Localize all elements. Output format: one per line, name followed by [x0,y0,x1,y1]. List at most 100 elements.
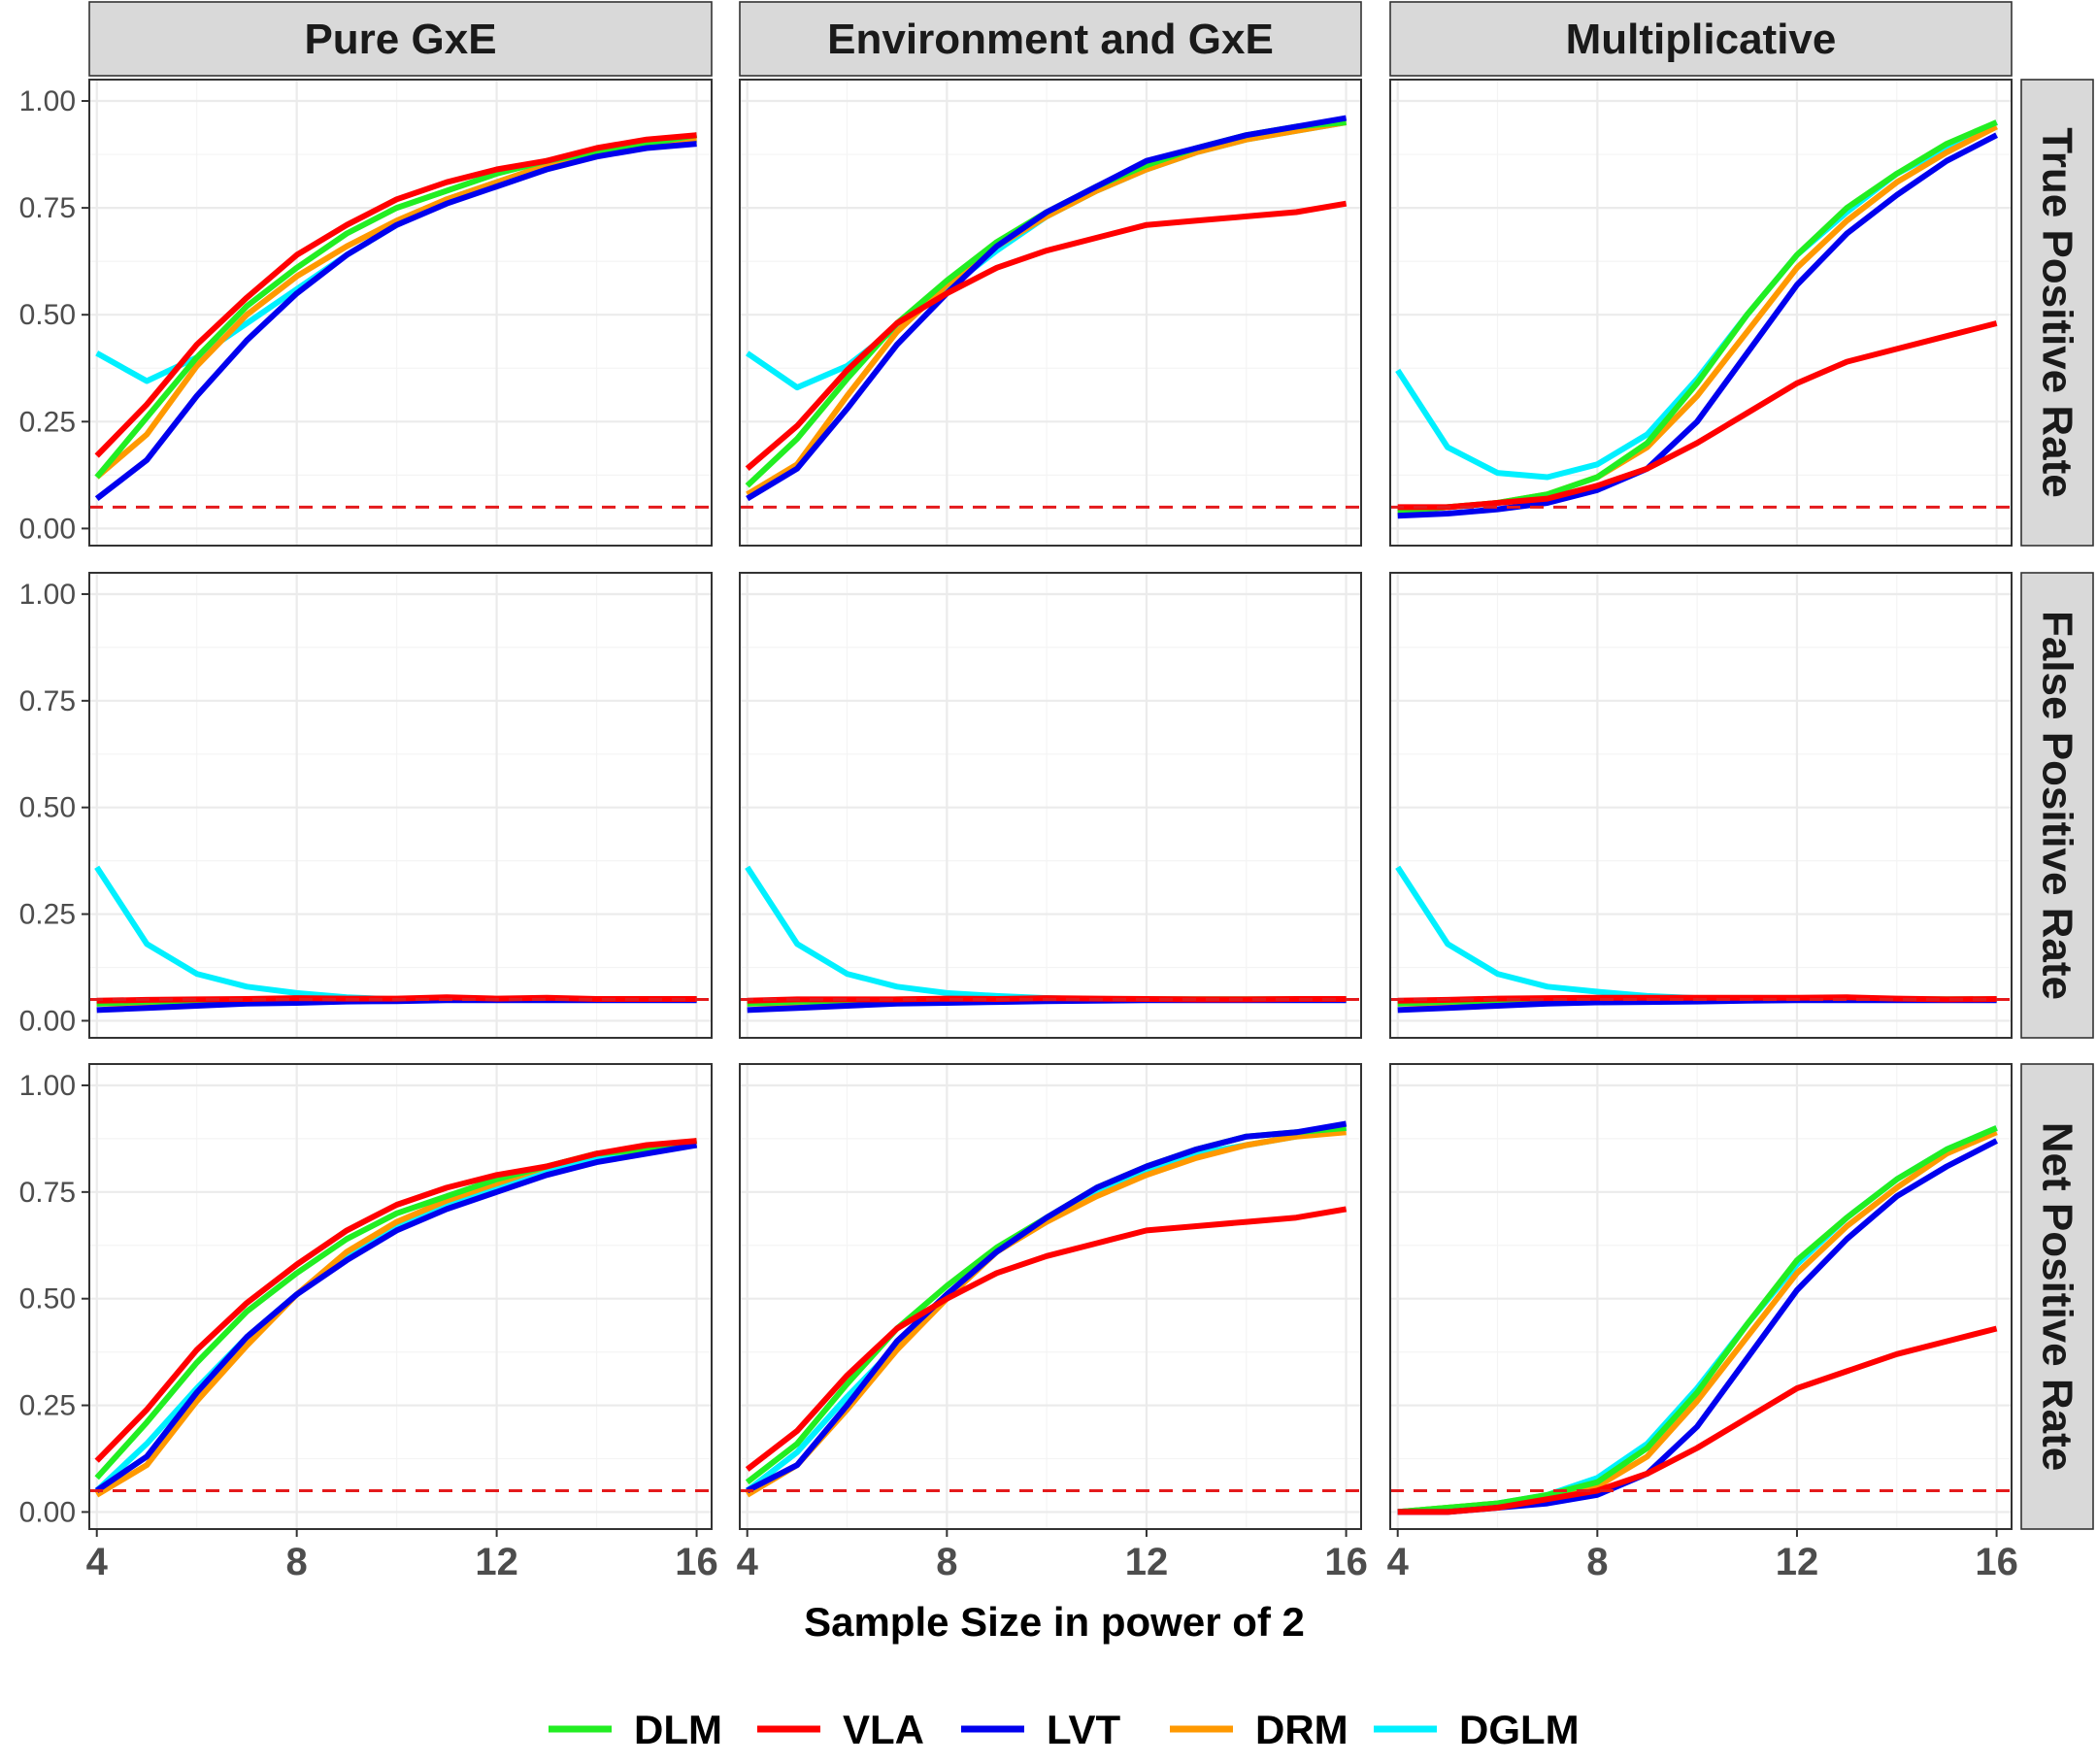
x-tick-label: 12 [475,1541,518,1583]
panel-border [88,1063,713,1530]
column-strip-bg [88,1,713,77]
panel-border [739,79,1362,547]
y-tick-label: 0.25 [19,899,76,931]
y-tick-label: 0.75 [19,1177,76,1209]
legend-label: DLM [634,1707,722,1752]
series-line-vla [94,1138,697,1463]
series-line-vla [1397,994,1997,1004]
row-strip-bg [2020,572,2094,1039]
panel-background [740,573,1361,1038]
x-tick-label: 4 [1387,1541,1410,1583]
panel-background [89,573,712,1038]
column-strip-bg [1389,1,2013,77]
y-tick-label: 1.00 [19,85,76,117]
row-strip-label: Net Positive Rate [2034,1122,2081,1471]
panel-border [1389,1063,2013,1530]
series-line-vla [745,200,1348,471]
legend-label: VLA [843,1707,924,1752]
series-line-lvt [94,141,697,501]
y-tick-label: 1.00 [19,1070,76,1102]
panel-false-positive-rate-pure-gxe: 0.00 0.25 0.50 0.75 1.00 [19,572,713,1039]
y-tick-label: 0.00 [19,513,76,545]
y-tick-label: 0.75 [19,192,76,224]
panel-net-positive-rate-pure-gxe: 0.00 0.25 0.50 0.75 1.00 [19,1063,713,1530]
x-tick-label: 4 [737,1541,759,1583]
panel-net-positive-rate-environment-and-gxe [739,1063,1362,1530]
y-tick-label: 0.25 [19,406,76,438]
panel-border [1389,572,2013,1039]
x-tick-label: 8 [286,1541,308,1583]
panel-true-positive-rate-multiplicative [1389,79,2013,547]
column-strip-label: Multiplicative [1566,16,1837,63]
panel-border [739,572,1362,1039]
x-tick-label: 8 [1586,1541,1608,1583]
legend-label: LVT [1047,1707,1121,1752]
panel-background [1390,80,2012,546]
panel-false-positive-rate-multiplicative [1389,572,2013,1039]
column-strip-multiplicative: Multiplicative [1389,1,2013,77]
legend: DLM VLA LVT DRM DGLM [549,1707,1580,1752]
panel-true-positive-rate-environment-and-gxe [739,79,1362,547]
y-tick-label: 0.50 [19,1283,76,1315]
series-line-dlm [1397,1125,1998,1515]
panel-border [739,1063,1362,1530]
series-line-vla [94,132,697,458]
y-tick-label: 0.00 [19,1496,76,1528]
panel-false-positive-rate-environment-and-gxe [739,572,1362,1039]
panel-background [89,1064,712,1529]
legend-item-dglm: DGLM [1374,1707,1580,1752]
x-tick-label: 16 [1324,1541,1368,1583]
y-tick-label: 1.00 [19,579,76,611]
row-strip-label: False Positive Rate [2034,611,2081,1000]
series-line-drm [746,119,1348,497]
panel-background [1390,1064,2012,1529]
column-strip-pure-gxe: Pure GxE [88,1,713,77]
panel-background [1390,573,2012,1038]
row-strip-bg [2020,79,2094,547]
row-strip-bg [2020,1063,2094,1530]
series-line-vla [1397,320,1998,511]
column-strip-label: Environment and GxE [827,16,1274,63]
y-tick-label: 0.00 [19,1005,76,1037]
panel-border [88,79,713,547]
x-tick-label: 12 [1125,1541,1169,1583]
series-line-dlm [94,132,698,480]
x-tick-label: 16 [675,1541,718,1583]
row-strip-false-positive-rate: False Positive Rate [2020,572,2094,1039]
x-tick-label: 8 [936,1541,957,1583]
column-strip-bg [739,1,1362,77]
legend-item-dlm: DLM [549,1707,722,1752]
legend-label: DRM [1255,1707,1348,1752]
series-line-vla [1397,1325,1998,1515]
series-line-lvt [746,1120,1348,1494]
panel-border [1389,79,2013,547]
legend-item-lvt: LVT [961,1707,1121,1752]
legend-label: DGLM [1459,1707,1580,1752]
x-tick-label: 4 [86,1541,109,1583]
legend-item-vla: VLA [757,1707,924,1752]
series-line-lvt [1397,132,1998,519]
panels-layer: Pure GxE Environment and GxE Multiplicativ… [19,1,2094,1530]
series-line-vla [745,1206,1348,1472]
x-tick-label: 12 [1776,1541,1819,1583]
series-line-lvt [95,1142,698,1493]
panel-background [740,80,1361,546]
legend-item-drm: DRM [1170,1707,1348,1752]
x-axis-title: Sample Size in power of 2 [804,1599,1305,1645]
x-tick-label: 16 [1975,1541,2018,1583]
panel-true-positive-rate-pure-gxe: 0.00 0.25 0.50 0.75 1.00 [19,79,713,547]
y-tick-label: 0.50 [19,299,76,331]
column-strip-label: Pure GxE [304,16,496,63]
y-tick-label: 0.25 [19,1390,76,1422]
x-tick-labels: 4 8 12 16 4 8 12 16 4 8 12 16 [86,1529,2018,1583]
panel-border [88,572,713,1039]
column-strip-environment-and-gxe: Environment and GxE [739,1,1362,77]
panel-net-positive-rate-multiplicative [1389,1063,2013,1530]
row-strip-label: True Positive Rate [2034,127,2081,497]
y-tick-label: 0.75 [19,685,76,717]
row-strip-net-positive-rate: Net Positive Rate [2020,1063,2094,1530]
y-tick-label: 0.50 [19,792,76,824]
series-line-lvt [746,115,1348,502]
row-strip-true-positive-rate: True Positive Rate [2020,79,2094,547]
